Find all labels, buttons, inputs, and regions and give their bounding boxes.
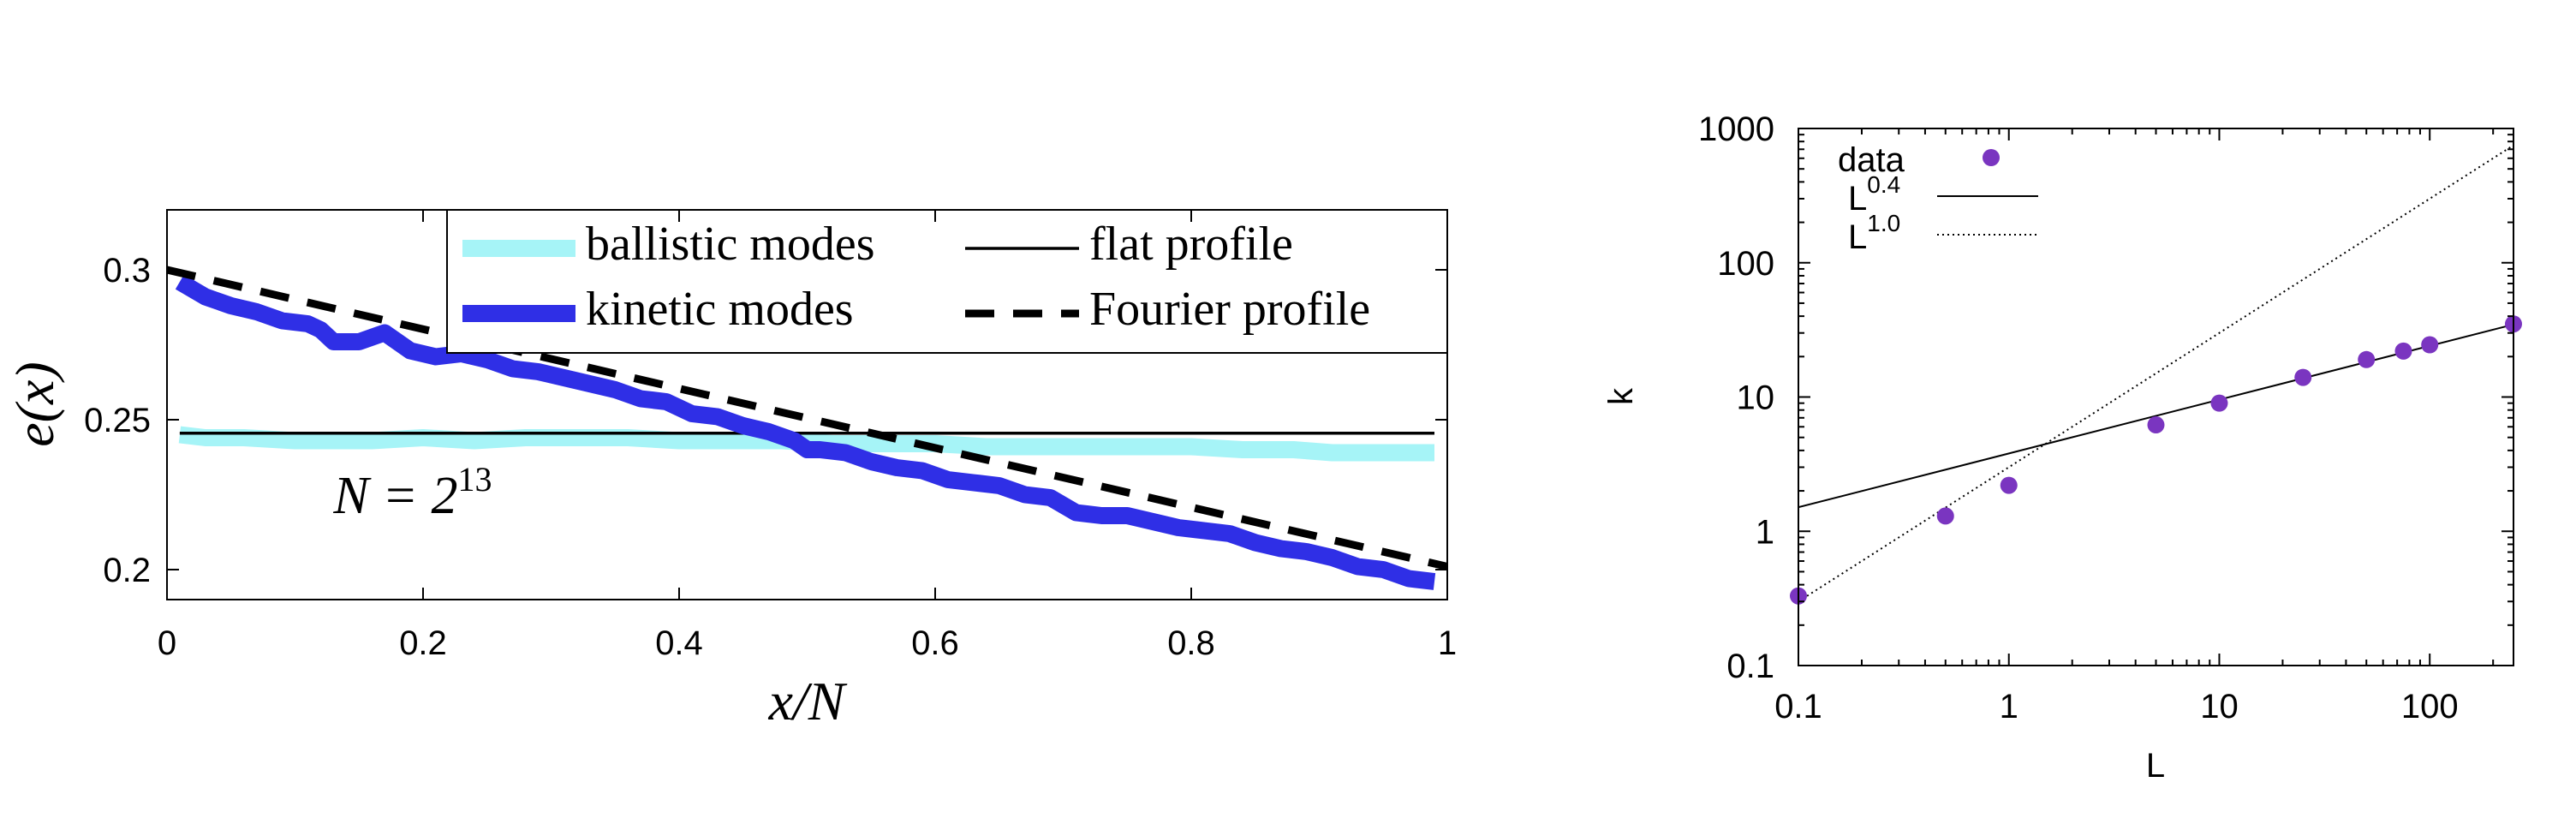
fit-line-l10 [1798,144,2513,603]
y-axis: 0.2 0.25 0.3 [84,252,1447,589]
y-tick-label: 10 [1737,379,1775,417]
y-axis-label: e(x) [4,361,65,446]
legend-label-data: data [1838,141,1905,179]
data-point [2147,416,2165,434]
legend-label-l04: L0.4 [1848,171,1900,218]
y-tick-label: 1 [1756,513,1774,551]
legend-label-flat: flat profile [1089,218,1293,271]
plot-frame [1798,128,2514,666]
plot-area [165,266,1449,590]
data-point [2000,476,2018,494]
legend-marker-data [1983,149,2000,166]
legend-label-exponent: 1.0 [1867,210,1900,236]
legend-label-base: L [1848,218,1867,256]
x-tick-label: 1 [2000,688,2018,726]
y-tick-label: 0.3 [103,252,151,290]
y-axis: 0.1 1 10 100 1000 [1698,110,2513,685]
x-tick-label: 0.2 [399,624,447,662]
legend-label-kinetic: kinetic modes [586,283,854,336]
energy-profile-chart: ballistic modes kinetic modes flat profile… [4,209,1457,731]
plot-area [1798,144,2513,603]
x-tick-label: 0.8 [1167,624,1215,662]
data-point [2358,350,2376,368]
x-axis-label: L [2146,747,2165,785]
data-point [1936,507,1954,525]
x-tick-label: 0.6 [911,624,959,662]
y-tick-label: 100 [1717,245,1774,283]
x-tick-label: 10 [2200,688,2239,726]
data-point [2294,368,2312,386]
y-tick-label: 0.1 [1726,648,1774,685]
plot-frame [166,209,1448,600]
legend-label-exponent: 0.4 [1867,171,1900,198]
x-axis: 0 0.2 0.4 0.6 0.8 1 [158,210,1457,662]
y-tick-label: 1000 [1698,110,1774,148]
x-tick-label: 1 [1438,624,1457,662]
legend-label-ballistic: ballistic modes [586,218,875,271]
x-axis-label: x/N [768,671,848,731]
legend-label-fourier: Fourier profile [1089,283,1370,336]
x-tick-label: 0.1 [1774,688,1822,726]
legend-box [446,209,1448,354]
y-tick-label: 0.2 [103,552,151,589]
x-axis: 0.1 1 10 100 [1774,128,2495,726]
fit-line-l04 [1798,323,2513,509]
y-axis-label: k [1602,387,1640,405]
x-tick-label: 0 [158,624,176,662]
data-point [2394,342,2412,360]
x-tick-label: 0.4 [655,624,703,662]
y-tick-label: 0.25 [84,402,151,439]
n-annotation-exponent: 13 [458,460,492,499]
data-point [2210,394,2228,412]
n-annotation: N = 213 [332,460,492,525]
legend-label-base: L [1848,180,1867,218]
n-annotation-base: N = 2 [332,467,457,525]
data-point [2421,336,2439,354]
kinetic-modes-line [175,274,1436,590]
legend: ballistic modes kinetic modes flat profile… [446,209,1448,354]
legend-label-l10: L1.0 [1848,210,1900,256]
x-tick-label: 100 [2401,688,2459,726]
fourier-profile-line [165,266,1449,570]
